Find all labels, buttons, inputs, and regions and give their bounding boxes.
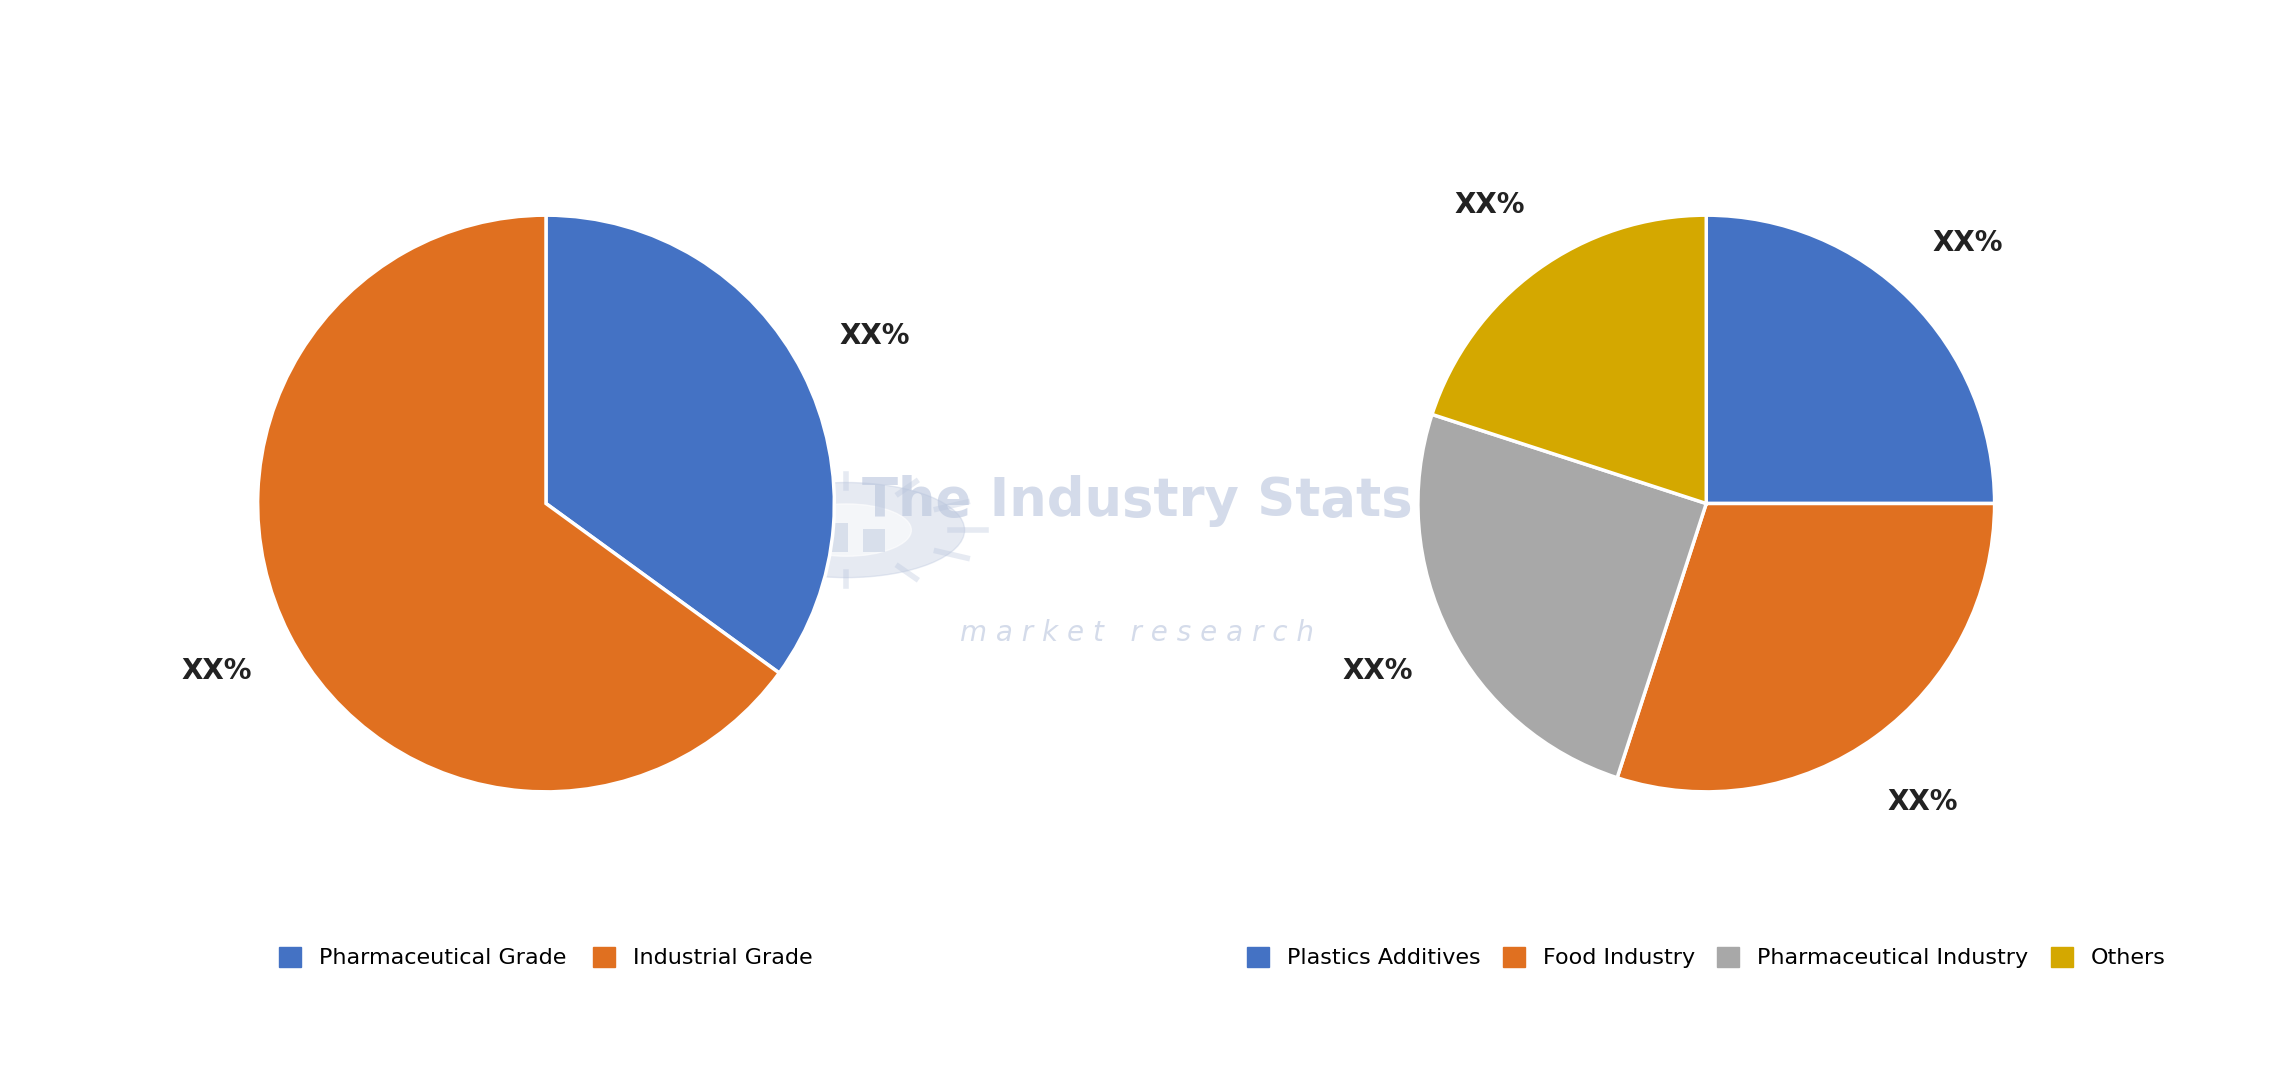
Text: XX%: XX%	[839, 322, 910, 350]
Wedge shape	[1618, 503, 1995, 791]
Wedge shape	[1417, 414, 1706, 777]
Text: Email: sales@theindustrystats.com: Email: sales@theindustrystats.com	[692, 1029, 1106, 1049]
Bar	[826, 522, 849, 552]
Bar	[862, 529, 885, 552]
Wedge shape	[1706, 215, 1995, 503]
Wedge shape	[257, 215, 780, 791]
Text: Website: www.theindustrystats.com: Website: www.theindustrystats.com	[1652, 1029, 2079, 1049]
Legend: Plastics Additives, Food Industry, Pharmaceutical Industry, Others: Plastics Additives, Food Industry, Pharm…	[1247, 946, 2166, 968]
Bar	[789, 533, 812, 552]
Legend: Pharmaceutical Grade, Industrial Grade: Pharmaceutical Grade, Industrial Grade	[280, 946, 812, 968]
Wedge shape	[1431, 215, 1706, 503]
Text: XX%: XX%	[1888, 788, 1959, 816]
Text: Source: Theindustrystats Analysis: Source: Theindustrystats Analysis	[41, 1029, 444, 1049]
Text: Fig. Global Perfluorinated Alkyl Acid Market Share by Product Types & Applicatio: Fig. Global Perfluorinated Alkyl Acid Ma…	[41, 38, 1524, 69]
Circle shape	[728, 482, 965, 578]
Text: The Industry Stats: The Industry Stats	[862, 475, 1413, 527]
Circle shape	[780, 504, 912, 556]
Text: XX%: XX%	[1342, 657, 1413, 685]
Text: XX%: XX%	[1931, 229, 2002, 257]
Text: m a r k e t   r e s e a r c h: m a r k e t r e s e a r c h	[960, 619, 1315, 646]
Wedge shape	[546, 215, 835, 673]
Text: XX%: XX%	[1454, 191, 1524, 219]
Text: XX%: XX%	[182, 657, 253, 685]
